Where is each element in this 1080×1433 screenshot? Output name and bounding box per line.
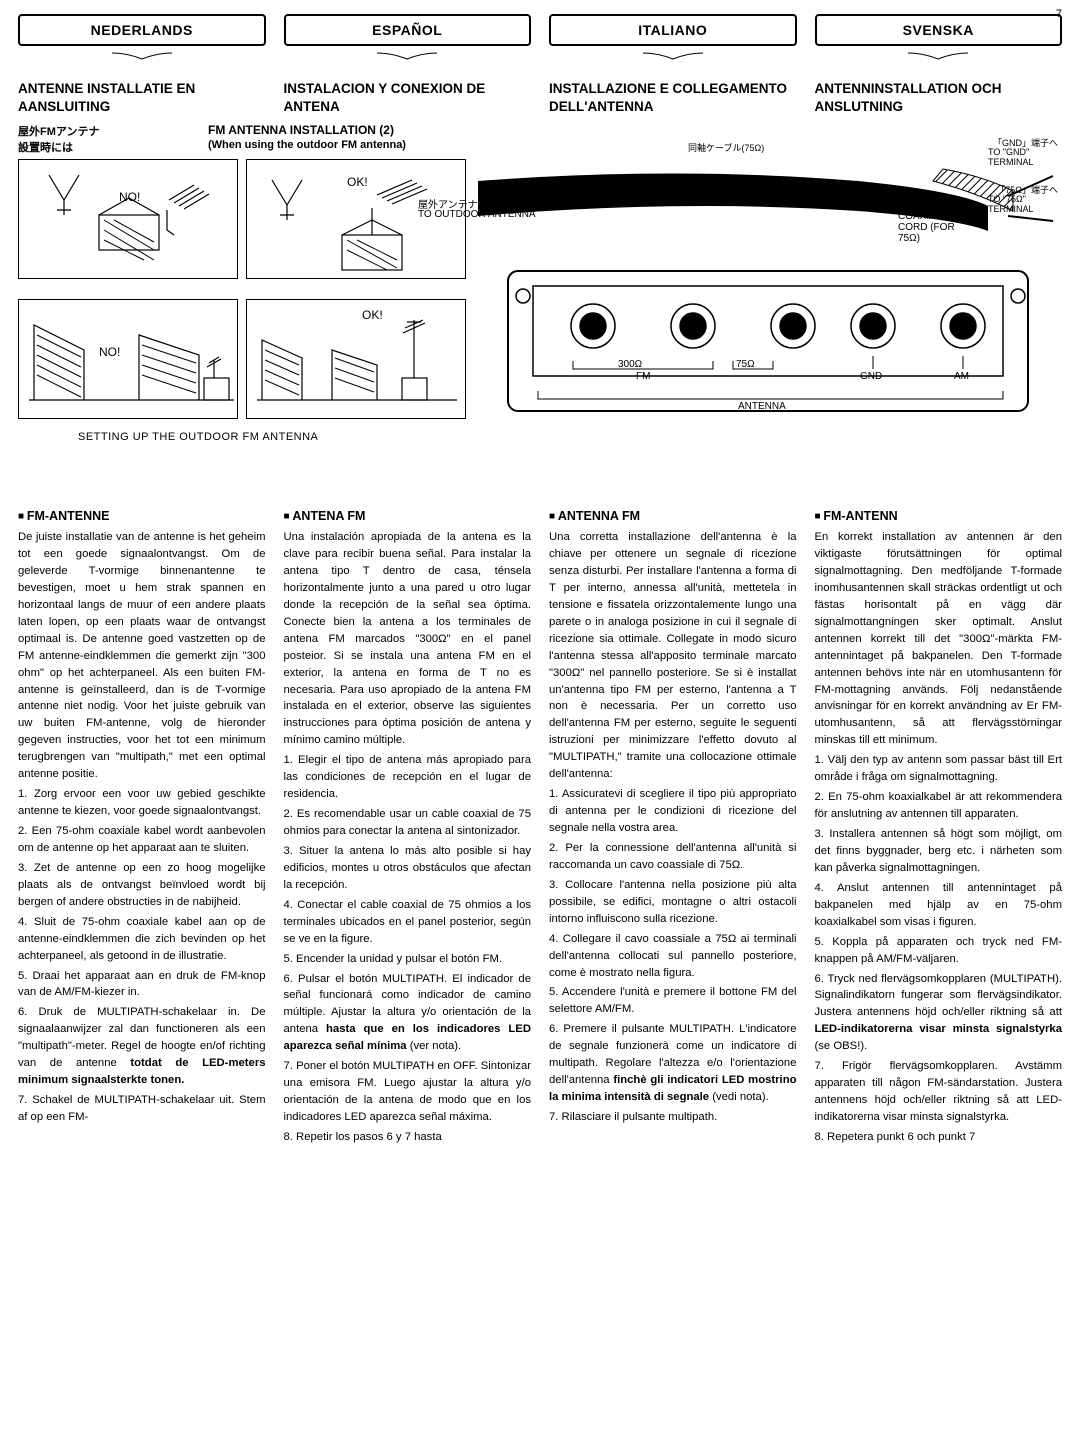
- tab-espanol: ESPAÑOL: [284, 14, 532, 46]
- panel-300: 300Ω: [618, 359, 642, 370]
- tab-pointer-icon: [284, 48, 532, 66]
- body-sv: En korrekt installation av antennen är d…: [815, 529, 1063, 1146]
- ok-label: OK!: [347, 175, 368, 189]
- diagram-title: FM ANTENNA INSTALLATION (2): [208, 123, 394, 137]
- body-es: Una instalación apropiada de la antena e…: [284, 529, 532, 1146]
- diagram-box-ok2: OK!: [246, 299, 466, 419]
- section-title-it: INSTALLAZIONE E COLLEGAMENTO DELL'ANTENN…: [549, 80, 797, 115]
- diagram-caption: SETTING UP THE OUTDOOR FM ANTENNA: [78, 431, 318, 443]
- building-ok-icon: [247, 300, 467, 420]
- to-outdoor-en: TO OUTDOOR ANTENNA: [418, 209, 536, 220]
- page-number: 7: [1056, 8, 1062, 20]
- subhead-es: ANTENA FM: [284, 509, 532, 523]
- no-label: NO!: [99, 345, 120, 359]
- building-no-icon: [19, 300, 239, 420]
- diagram-area: 屋外FMアンテナ 設置時には FM ANTENNA INSTALLATION (…: [18, 121, 1062, 491]
- ohm75-en: TO "75Ω" TERMINAL: [988, 194, 1058, 214]
- coax-jp: 同軸ケーブル(75Ω): [688, 141, 764, 154]
- body-columns: FM-ANTENNE De juiste installatie van de …: [18, 501, 1062, 1149]
- subhead-nl: FM-ANTENNE: [18, 509, 266, 523]
- panel-am: AM: [954, 371, 969, 382]
- no-label: NO!: [119, 190, 140, 204]
- ok-label: OK!: [362, 308, 383, 322]
- tab-pointer-icon: [815, 48, 1063, 66]
- panel-antenna: ANTENNA: [738, 401, 786, 412]
- panel-75: 75Ω: [736, 359, 755, 370]
- diagram-subtitle: (When using the outdoor FM antenna): [208, 139, 406, 151]
- diagram-box-no2: NO!: [18, 299, 238, 419]
- body-nl: De juiste installatie van de antenne is …: [18, 529, 266, 1126]
- section-title-nl: ANTENNE INSTALLATIE EN AANSLUITING: [18, 80, 266, 115]
- jp-outdoor-label: 屋外FMアンテナ 設置時には: [18, 123, 99, 155]
- terminal-panel-diagram: 屋外アンテナへ TO OUTDOOR ANTENNA 同軸ケーブル(75Ω) 「…: [478, 121, 1058, 431]
- subhead-it: ANTENNA FM: [549, 509, 797, 523]
- panel-gnd: GND: [860, 371, 882, 382]
- panel-fm: FM: [636, 371, 650, 382]
- tab-svenska: SVENSKA: [815, 14, 1063, 46]
- section-title-es: INSTALACION Y CONEXION DE ANTENA: [284, 80, 532, 115]
- tab-italiano: ITALIANO: [549, 14, 797, 46]
- tab-nederlands: NEDERLANDS: [18, 14, 266, 46]
- body-it: Una corretta installazione dell'antenna …: [549, 529, 797, 1126]
- language-tabs-row: NEDERLANDS ESPAÑOL ITALIANO SVENSKA: [18, 14, 1062, 80]
- tab-pointer-icon: [18, 48, 266, 66]
- coax-label: COAXIAL TYPE CORD (FOR 75Ω): [898, 211, 978, 244]
- gnd-en: TO "GND" TERMINAL: [988, 147, 1058, 167]
- section-titles-row: ANTENNE INSTALLATIE EN AANSLUITING INSTA…: [18, 80, 1062, 121]
- antenna-no-icon: [19, 160, 239, 280]
- section-title-sv: ANTENNINSTALLATION OCH ANSLUTNING: [815, 80, 1063, 115]
- subhead-sv: FM-ANTENN: [815, 509, 1063, 523]
- diagram-box-no1: NO!: [18, 159, 238, 279]
- tab-pointer-icon: [549, 48, 797, 66]
